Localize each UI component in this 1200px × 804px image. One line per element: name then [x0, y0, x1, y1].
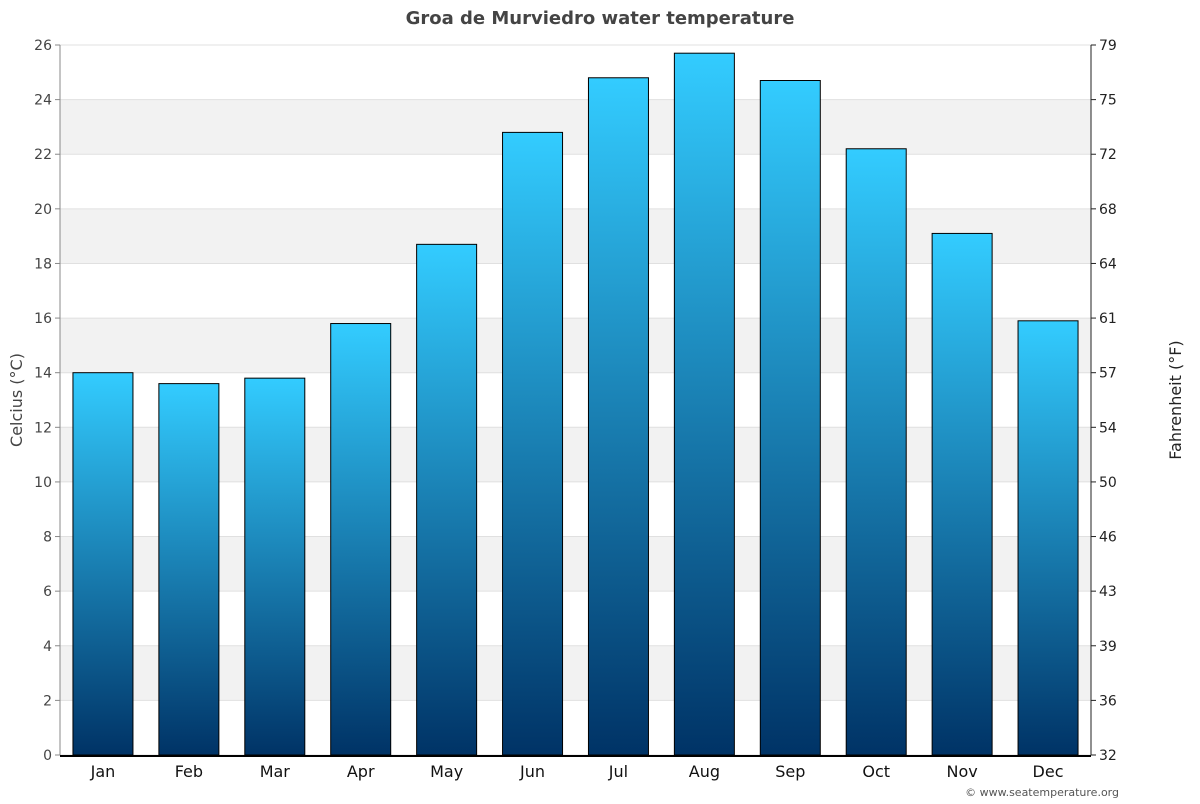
y2-tick-label: 43	[1099, 584, 1117, 600]
x-tick-label: Dec	[1033, 762, 1064, 781]
bar-sep	[759, 80, 821, 756]
y2-tick-label: 36	[1099, 693, 1117, 709]
y2-tick-label: 61	[1099, 311, 1117, 327]
y-tick-label: 16	[34, 311, 52, 327]
x-tick-label: Jul	[608, 762, 628, 781]
grid-band	[60, 318, 1091, 373]
y2-tick-label: 79	[1099, 38, 1117, 54]
y-tick-label: 22	[34, 147, 52, 163]
chart-title: Groa de Murviedro water temperature	[406, 8, 795, 29]
y-tick-label: 26	[34, 38, 52, 54]
bar-dec	[1017, 320, 1079, 756]
bar-jul	[587, 77, 649, 756]
x-tick-label: Jan	[90, 762, 116, 781]
x-tick-label: Nov	[947, 762, 978, 781]
y-tick-label: 12	[34, 420, 52, 436]
x-tick-label: Feb	[175, 762, 203, 781]
y-axis-label: Celcius (°C)	[7, 353, 26, 447]
x-tick-label: Sep	[775, 762, 805, 781]
grid-band	[60, 645, 1091, 701]
grid-band	[60, 208, 1091, 264]
bar-aug	[673, 52, 735, 756]
bar-jan	[72, 372, 134, 756]
grid-band	[60, 536, 1091, 592]
bar-mar	[244, 377, 306, 756]
y-tick-label: 2	[43, 693, 52, 709]
x-tick-label: Apr	[347, 762, 375, 781]
bar-jun	[502, 131, 564, 756]
y2-tick-label: 50	[1099, 475, 1117, 491]
y2-tick-label: 54	[1099, 420, 1117, 436]
y-tick-label: 24	[34, 93, 52, 109]
y2-tick-label: 32	[1099, 748, 1117, 764]
y2-tick-label: 57	[1099, 366, 1117, 382]
x-tick-label: Mar	[260, 762, 291, 781]
y2-tick-label: 46	[1099, 530, 1117, 546]
y-tick-label: 18	[34, 256, 52, 272]
y2-tick-label: 39	[1099, 639, 1117, 655]
bar-oct	[845, 148, 907, 756]
y-tick-label: 20	[34, 202, 52, 218]
x-tick-label: Jun	[519, 762, 545, 781]
y-tick-label: 8	[43, 530, 52, 546]
grid-band	[60, 427, 1091, 482]
y2-tick-label: 75	[1099, 93, 1117, 109]
y-tick-label: 6	[43, 584, 52, 600]
bar-feb	[158, 383, 220, 756]
y-tick-label: 14	[34, 366, 52, 382]
y-tick-label: 0	[43, 748, 52, 764]
x-tick-label: May	[430, 762, 463, 781]
y2-tick-label: 64	[1099, 256, 1117, 272]
x-tick-label: Oct	[862, 762, 890, 781]
bar-apr	[330, 323, 392, 756]
bar-nov	[931, 232, 993, 756]
grid-band	[60, 99, 1091, 155]
bar-may	[416, 243, 478, 756]
credit: © www.seatemperature.org	[965, 786, 1119, 799]
y2-tick-label: 68	[1099, 202, 1117, 218]
y2-axis-label: Fahrenheit (°F)	[1166, 340, 1185, 459]
y2-tick-label: 72	[1099, 147, 1117, 163]
y-tick-label: 4	[43, 639, 52, 655]
x-tick-label: Aug	[689, 762, 720, 781]
y-tick-label: 10	[34, 475, 52, 491]
